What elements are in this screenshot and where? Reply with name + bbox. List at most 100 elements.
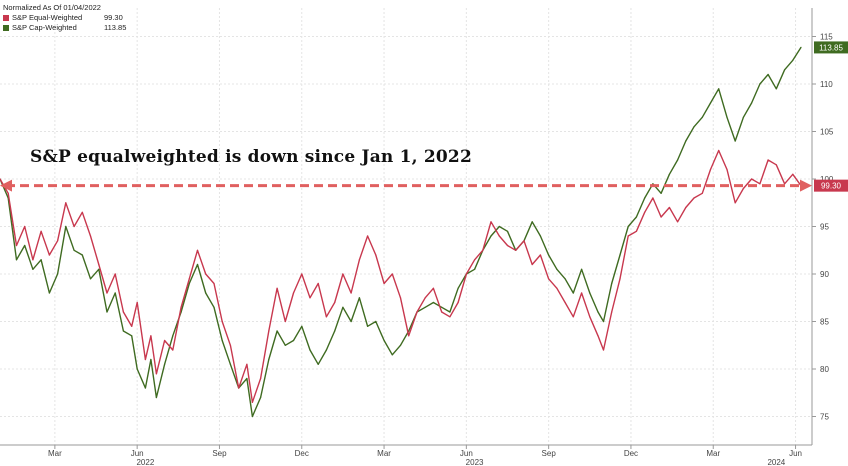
data-point xyxy=(457,287,459,289)
data-point xyxy=(350,292,352,294)
data-point xyxy=(751,102,753,104)
data-point xyxy=(693,126,695,128)
data-point xyxy=(506,244,509,247)
x-tick-label: Mar xyxy=(377,449,391,458)
data-point xyxy=(759,83,761,85)
data-point xyxy=(334,330,336,332)
data-point xyxy=(325,349,327,351)
data-point xyxy=(317,363,319,365)
x-year-label: 2023 xyxy=(466,458,484,466)
data-point xyxy=(660,192,662,194)
data-point xyxy=(767,73,769,76)
data-point xyxy=(792,59,794,61)
data-point xyxy=(57,273,59,275)
data-point xyxy=(81,211,83,213)
data-point xyxy=(48,292,51,294)
data-point xyxy=(548,254,550,256)
data-point xyxy=(449,311,451,313)
data-point xyxy=(213,306,215,308)
legend-item-label: S&P Cap-Weighted xyxy=(12,23,77,32)
data-point xyxy=(114,292,116,294)
data-point xyxy=(668,173,671,175)
y-tick-label: 105 xyxy=(820,128,834,137)
data-point xyxy=(775,88,777,90)
data-point xyxy=(155,373,157,375)
data-point xyxy=(572,316,574,318)
data-point xyxy=(144,358,146,361)
data-point xyxy=(301,325,303,327)
legend-item-label: S&P Equal-Weighted xyxy=(12,13,83,22)
data-point xyxy=(759,183,761,185)
data-point xyxy=(767,159,769,161)
data-point xyxy=(229,344,231,346)
x-tick-label: Jun xyxy=(131,449,144,458)
data-point xyxy=(155,396,157,399)
data-point xyxy=(334,301,336,304)
data-point xyxy=(531,221,533,223)
data-point xyxy=(709,168,712,171)
data-point xyxy=(449,316,451,318)
data-point xyxy=(367,235,369,237)
legend-item-value: 99.30 xyxy=(104,13,123,22)
data-point xyxy=(268,358,270,361)
data-point xyxy=(246,377,248,380)
data-point xyxy=(498,225,500,228)
legend-header: Normalized As Of 01/04/2022 xyxy=(3,3,126,13)
data-point xyxy=(221,320,223,323)
y-tick-label: 90 xyxy=(820,270,829,279)
y-tick-label: 95 xyxy=(820,223,829,232)
y-tick-label: 110 xyxy=(820,80,833,89)
legend: Normalized As Of 01/04/2022 S&P Equal-We… xyxy=(3,3,126,33)
data-point xyxy=(89,278,92,280)
data-point xyxy=(32,259,34,261)
data-point xyxy=(213,282,215,285)
data-point xyxy=(292,339,295,342)
data-point xyxy=(718,88,720,90)
data-point xyxy=(784,183,786,185)
data-point xyxy=(416,311,418,313)
x-tick-label: Jun xyxy=(789,449,802,458)
data-point xyxy=(391,354,393,356)
data-point xyxy=(24,244,26,247)
data-point xyxy=(490,221,492,223)
x-tick-label: Sep xyxy=(212,449,227,458)
data-point xyxy=(482,249,484,251)
data-point xyxy=(441,311,443,313)
data-point xyxy=(24,225,26,228)
data-point xyxy=(581,292,583,294)
data-point xyxy=(106,292,108,294)
data-point xyxy=(432,287,434,289)
data-point xyxy=(164,363,166,365)
data-point xyxy=(325,316,327,318)
data-point xyxy=(98,263,100,266)
data-point xyxy=(150,358,152,361)
data-point xyxy=(309,349,311,351)
data-point xyxy=(188,278,190,280)
data-point xyxy=(424,297,426,299)
data-point xyxy=(65,225,67,228)
data-point xyxy=(89,235,92,237)
data-point xyxy=(718,149,720,152)
data-point xyxy=(48,254,51,256)
series-line-cap-weighted xyxy=(0,47,802,418)
legend-item-value: 113.85 xyxy=(104,23,127,32)
data-point xyxy=(660,216,662,218)
data-point xyxy=(635,216,638,218)
legend-swatch-cap-weighted xyxy=(3,25,9,31)
data-point xyxy=(367,325,369,327)
data-point xyxy=(399,297,402,299)
x-tick-label: Dec xyxy=(295,449,309,458)
data-point xyxy=(652,183,654,185)
data-point xyxy=(32,268,34,270)
data-point xyxy=(685,206,687,209)
data-point xyxy=(581,268,583,270)
data-point xyxy=(498,235,500,237)
data-point xyxy=(677,221,679,223)
data-point xyxy=(114,273,116,275)
data-point xyxy=(15,259,18,261)
data-point xyxy=(73,249,75,251)
y-tick-label: 75 xyxy=(820,413,829,422)
data-point xyxy=(131,335,133,337)
data-point xyxy=(465,273,467,275)
